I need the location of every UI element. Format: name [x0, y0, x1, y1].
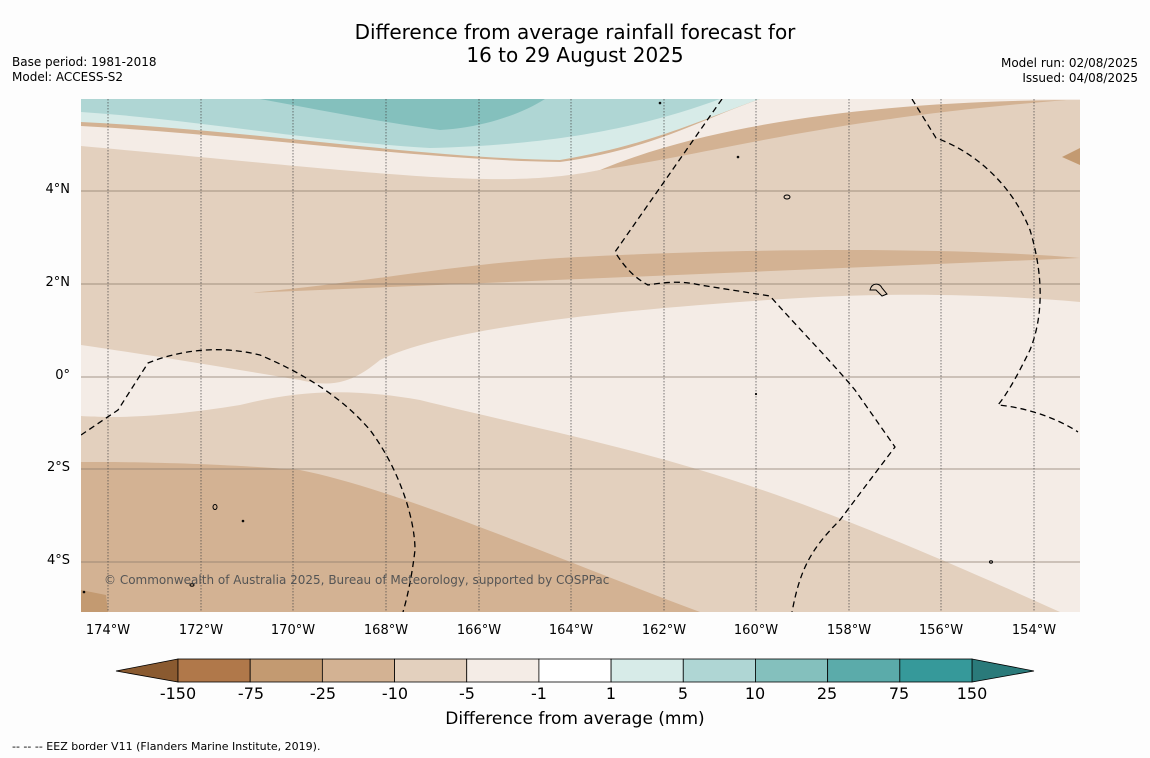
colorbar-cell — [249, 658, 323, 683]
colorbar-label: Difference from average (mm) — [445, 709, 705, 729]
colorbar-tick-label: 150 — [956, 684, 988, 703]
colorbar-cell — [394, 658, 468, 683]
eez-borders — [81, 99, 1079, 612]
lon-label: 166°W — [456, 623, 502, 638]
contour-band-minus5-north — [81, 99, 1080, 180]
colorbar-tick-label: 10 — [744, 684, 766, 703]
lon-label: 170°W — [270, 623, 316, 638]
colorbar-cell — [610, 658, 684, 683]
lon-label: 158°W — [826, 623, 872, 638]
colorbar-cell — [755, 658, 829, 683]
colorbar-cell — [827, 658, 901, 683]
lat-label: 2°S — [46, 460, 70, 475]
graticule — [81, 99, 1080, 612]
issued-text: Issued: 04/08/2025 — [1022, 71, 1138, 85]
lon-label: 162°W — [641, 623, 687, 638]
lon-label: 174°W — [85, 623, 131, 638]
colorbar-extend-low — [115, 658, 179, 683]
lon-label: 156°W — [918, 623, 964, 638]
copyright-credit: © Commonwealth of Australia 2025, Bureau… — [104, 573, 610, 587]
contour-band-minus5 — [81, 294, 1080, 612]
colorbar-tick-label: 1 — [605, 684, 617, 703]
colorbar-cell — [538, 658, 612, 683]
lat-label: 4°N — [45, 182, 71, 197]
colorbar-cell — [466, 658, 540, 683]
lat-label: 2°N — [45, 275, 71, 290]
colorbar-tick-label: -25 — [309, 684, 337, 703]
map-title-line1: Difference from average rainfall forecas… — [354, 20, 796, 44]
lat-label: 4°S — [46, 553, 70, 568]
eez-footnote: -- -- -- EEZ border V11 (Flanders Marine… — [12, 740, 321, 753]
colorbar-extend-high — [971, 658, 1035, 683]
colorbar-cell — [321, 658, 395, 683]
model-run-text: Model run: 02/08/2025 — [1000, 56, 1138, 70]
lon-label: 154°W — [1011, 623, 1057, 638]
colorbar — [115, 658, 1035, 683]
lon-label: 160°W — [733, 623, 779, 638]
colorbar-cell — [682, 658, 756, 683]
model-text: Model: ACCESS-S2 — [12, 70, 124, 84]
map-title-line2: 16 to 29 August 2025 — [466, 43, 684, 67]
lon-label: 172°W — [178, 623, 224, 638]
lon-label: 168°W — [363, 623, 409, 638]
map-panel — [81, 99, 1080, 612]
colorbar-tick-label: -75 — [237, 684, 265, 703]
colorbar-tick-label: 5 — [677, 684, 689, 703]
lat-label: 0° — [55, 368, 70, 383]
metadata-right: Model run: 02/08/2025 Issued: 04/08/2025 — [1001, 56, 1138, 86]
metadata-left: Base period: 1981-2018 Model: ACCESS-S2 — [12, 55, 157, 85]
base-period-text: Base period: 1981-2018 — [12, 55, 157, 69]
contour-band-plus10 — [260, 99, 545, 130]
colorbar-tick-label: 75 — [888, 684, 910, 703]
islands — [82, 101, 993, 594]
colorbar-cell — [177, 658, 251, 683]
colorbar-tick-label: -150 — [159, 684, 197, 703]
colorbar-cell — [899, 658, 973, 683]
colorbar-tick-label: 25 — [816, 684, 838, 703]
colorbar-tick-label: -10 — [381, 684, 409, 703]
colorbar-tick-label: -5 — [459, 684, 475, 703]
colorbar-tick-label: -1 — [531, 684, 547, 703]
lon-label: 164°W — [548, 623, 594, 638]
